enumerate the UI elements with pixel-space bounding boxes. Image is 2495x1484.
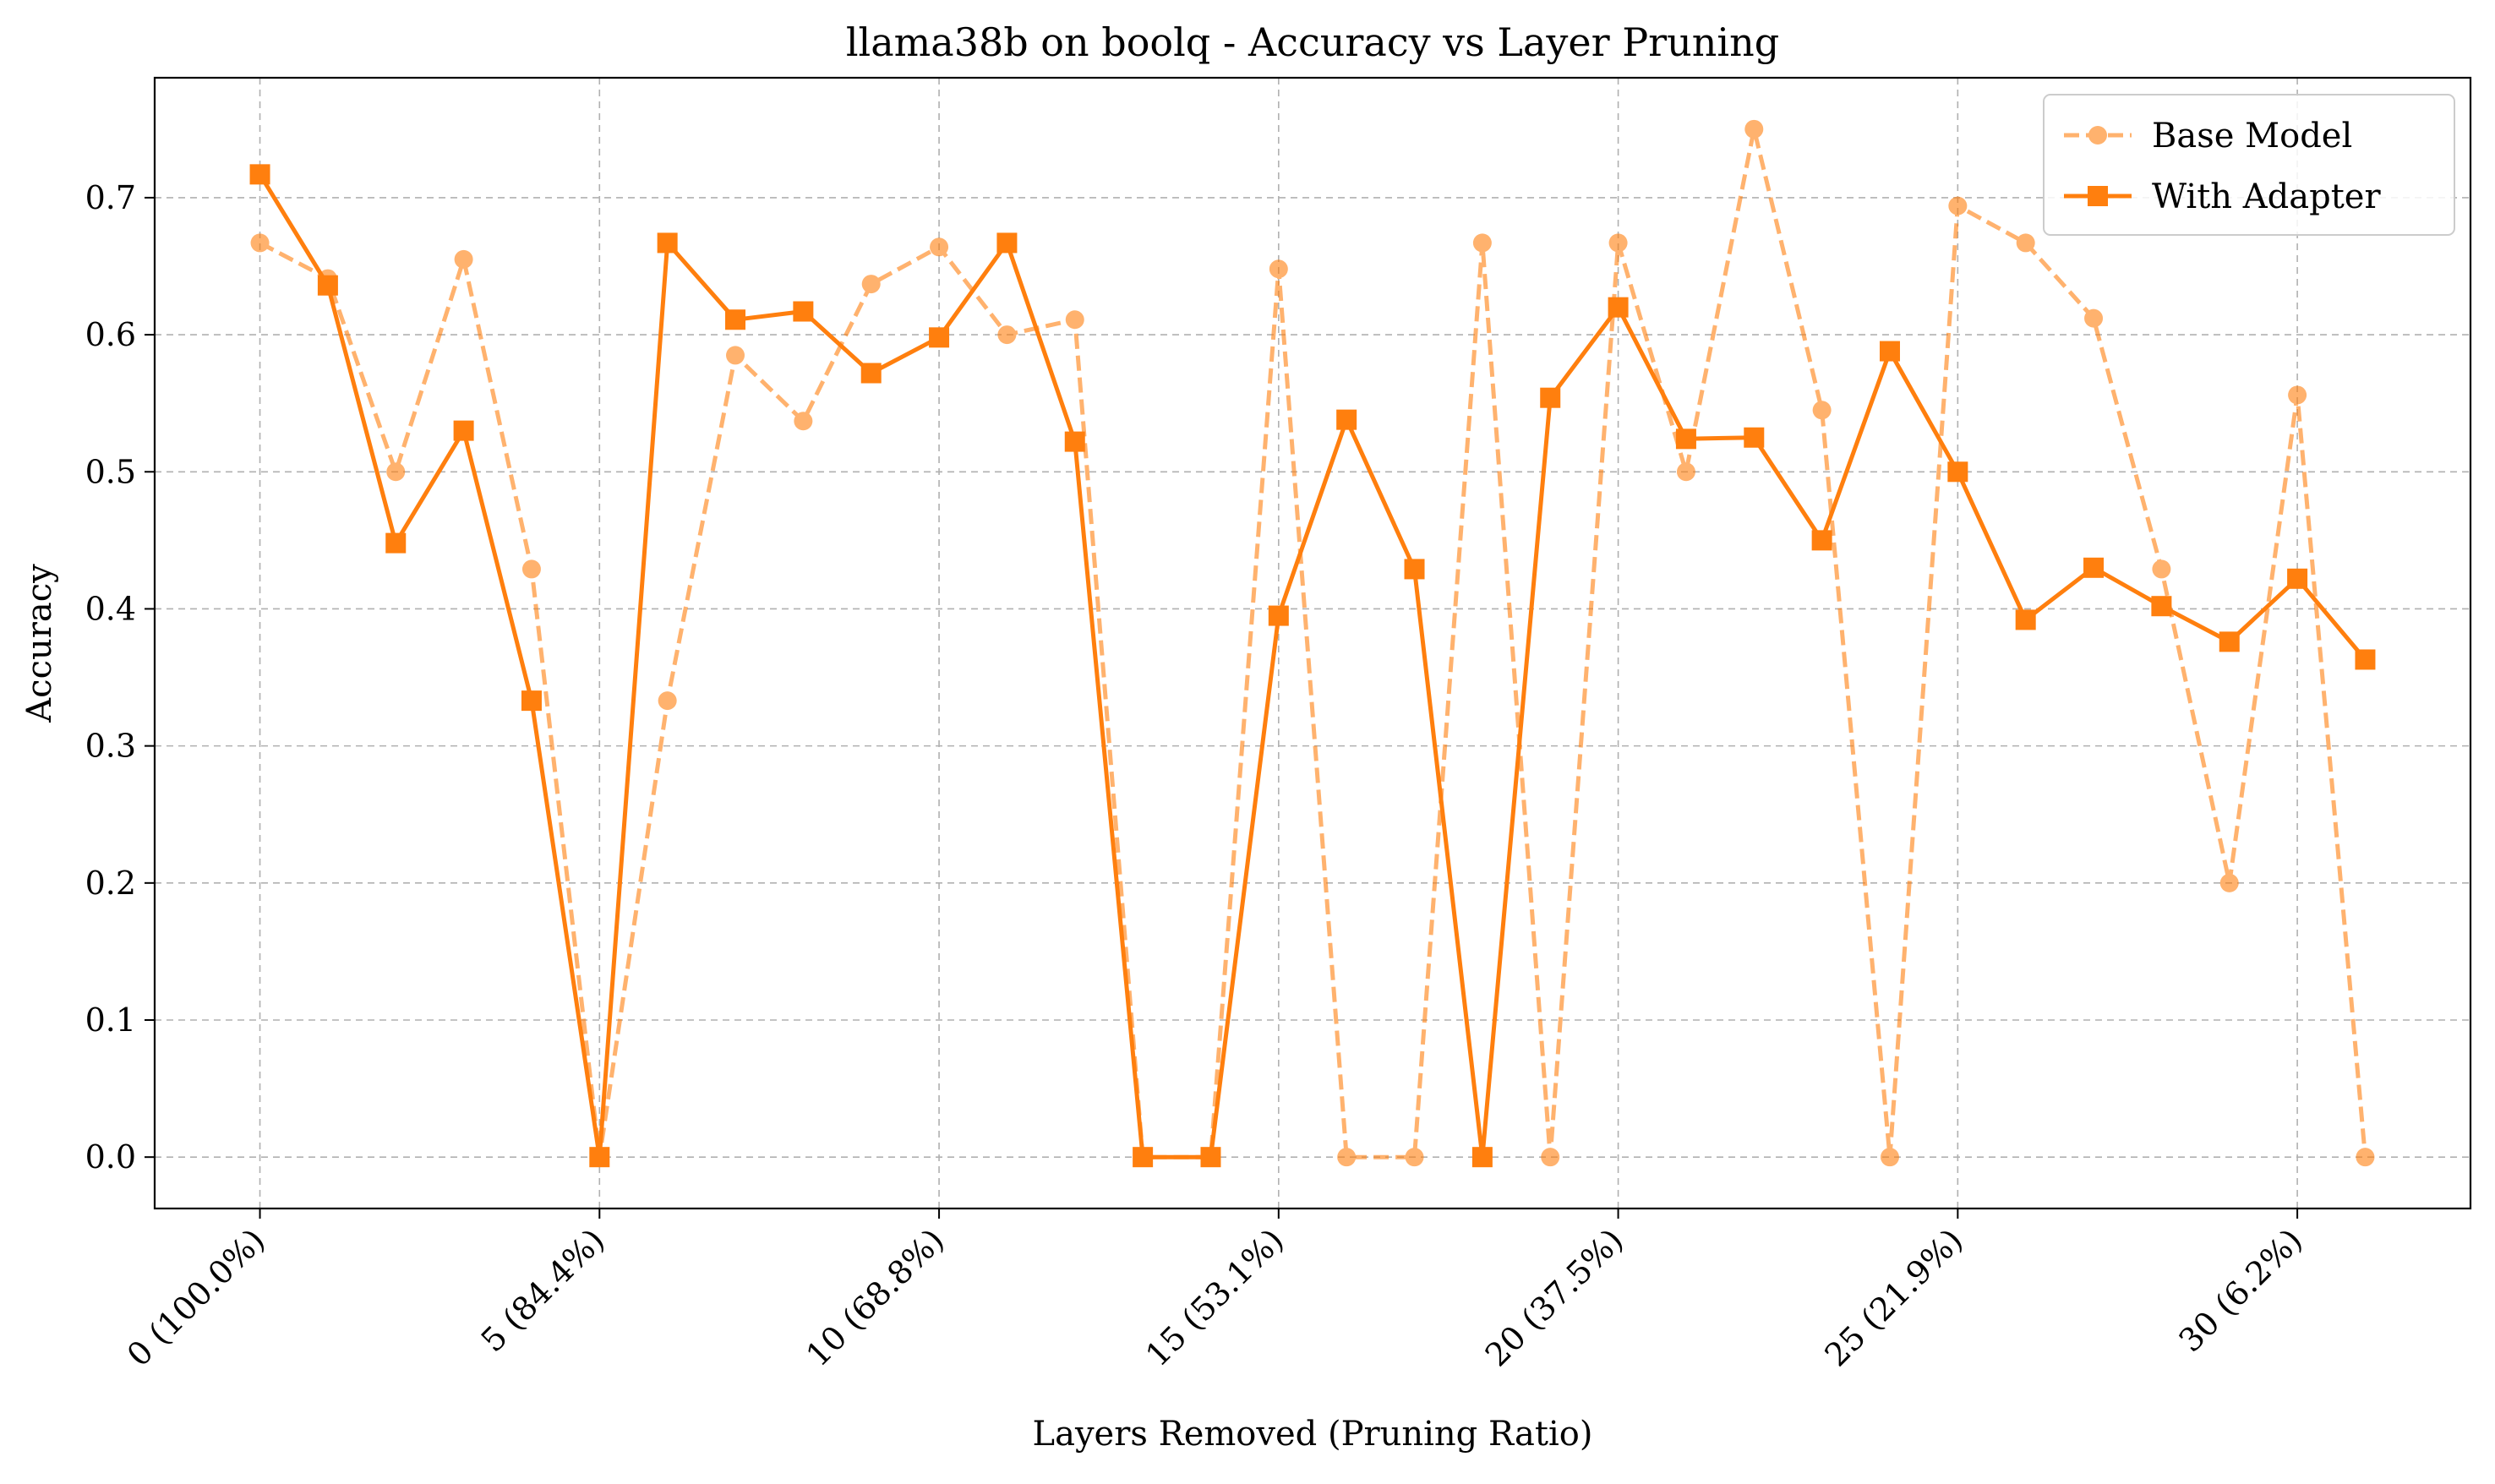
y-tick-label: 0.1 <box>85 1001 136 1039</box>
base-model-point <box>386 462 406 482</box>
chart-title: llama38b on boolq - Accuracy vs Layer Pr… <box>846 19 1779 65</box>
x-tick-label: 15 (53.1%) <box>1138 1221 1291 1373</box>
y-tick-label: 0.5 <box>85 453 136 490</box>
x-tick-label: 10 (68.8%) <box>799 1221 951 1373</box>
with-adapter-point <box>2151 596 2172 617</box>
base-model-point <box>2152 559 2171 579</box>
with-adapter-point <box>1879 341 1900 362</box>
grid <box>155 78 2470 1208</box>
y-tick-label: 0.4 <box>85 590 136 627</box>
base-model-point <box>250 233 270 253</box>
series-with-adapter <box>249 164 2376 1168</box>
x-axis-label: Layers Removed (Pruning Ratio) <box>1033 1415 1593 1454</box>
base-model-point <box>658 691 677 711</box>
base-model-point <box>2356 1148 2375 1167</box>
y-tick-label: 0.7 <box>85 179 136 216</box>
with-adapter-point <box>657 232 678 254</box>
legend-item <box>2064 186 2132 206</box>
base-model-point <box>2016 233 2035 253</box>
y-tick-label: 0.3 <box>85 728 136 765</box>
base-model-point <box>1472 233 1492 253</box>
base-model-point <box>2219 873 2239 892</box>
base-model-point <box>1948 196 1968 216</box>
y-tick-label: 0.0 <box>85 1138 136 1176</box>
with-adapter-point <box>1675 428 1696 450</box>
with-adapter-point <box>2015 609 2036 630</box>
base-model-point <box>1269 259 1288 279</box>
with-adapter-point <box>1336 409 1357 430</box>
with-adapter-point <box>996 232 1018 254</box>
base-model-point <box>726 346 745 365</box>
with-adapter-point <box>1811 530 1832 551</box>
with-adapter-line <box>258 172 2367 1159</box>
base-model-point <box>521 559 541 579</box>
with-adapter-point <box>929 327 950 348</box>
with-adapter-point <box>521 690 542 712</box>
legend-marker-circle <box>2088 126 2107 145</box>
plot-frame <box>153 76 2472 1210</box>
legend-label: With Adapter <box>2152 177 2381 216</box>
legend-box <box>2043 94 2455 236</box>
series-base-model <box>250 119 2375 1167</box>
with-adapter-point <box>725 309 746 330</box>
with-adapter-point <box>1200 1147 1221 1168</box>
with-adapter-point <box>2083 557 2105 578</box>
base-model-point <box>861 275 881 294</box>
legend-marker-square <box>2088 186 2108 206</box>
with-adapter-point <box>860 363 882 384</box>
axis-ticks: 0.0 0.1 0.2 0.3 0.4 0.5 0.6 0.7 0 (100.0%) 5 (84.… <box>85 179 2310 1374</box>
y-axis-label: Accuracy <box>20 564 59 723</box>
with-adapter-point <box>453 420 474 441</box>
with-adapter-point <box>1268 605 1289 626</box>
legend: Base Model With Adapter <box>2043 94 2455 236</box>
base-model-point <box>794 412 813 431</box>
with-adapter-point <box>589 1147 610 1168</box>
with-adapter-point <box>1064 431 1085 452</box>
x-tick-label: 20 (37.5%) <box>1478 1221 1630 1373</box>
base-model-point <box>1676 462 1695 482</box>
base-model-point <box>1337 1148 1357 1167</box>
series <box>249 119 2376 1168</box>
base-model-point <box>1541 1148 1560 1167</box>
with-adapter-point <box>1608 297 1629 318</box>
with-adapter-point <box>2287 568 2308 589</box>
legend-label: Base Model <box>2152 117 2352 155</box>
base-model-point <box>930 237 949 257</box>
base-model-point <box>2084 308 2104 328</box>
base-model-point <box>997 325 1017 345</box>
with-adapter-point <box>2219 631 2240 652</box>
x-tick-label: 25 (21.9%) <box>1818 1221 1970 1373</box>
x-tick-label: 5 (84.4%) <box>474 1221 612 1359</box>
base-model-line <box>259 127 2367 1159</box>
with-adapter-point <box>1471 1147 1493 1168</box>
y-tick-label: 0.6 <box>85 316 136 353</box>
with-adapter-point <box>1133 1147 1154 1168</box>
legend-item <box>2064 126 2132 145</box>
with-adapter-point <box>793 301 814 322</box>
with-adapter-point <box>1744 427 1765 448</box>
base-model-point <box>1405 1148 1424 1167</box>
with-adapter-point <box>385 532 407 554</box>
base-model-point <box>1065 310 1084 330</box>
with-adapter-point <box>1540 387 1561 408</box>
with-adapter-point <box>1404 559 1425 580</box>
base-model-point <box>454 249 473 269</box>
y-tick-label: 0.2 <box>85 865 136 902</box>
base-model-point <box>1812 401 1832 420</box>
with-adapter-point <box>1947 461 1968 483</box>
base-model-point <box>1744 119 1764 139</box>
base-model-point <box>1608 233 1628 253</box>
x-tick-label: 0 (100.0%) <box>120 1221 272 1373</box>
base-model-point <box>2288 385 2307 405</box>
with-adapter-point <box>2355 649 2376 670</box>
with-adapter-point <box>317 275 338 296</box>
x-tick-label: 30 (6.2%) <box>2171 1221 2309 1359</box>
with-adapter-point <box>249 164 270 185</box>
base-model-point <box>1880 1148 1899 1167</box>
